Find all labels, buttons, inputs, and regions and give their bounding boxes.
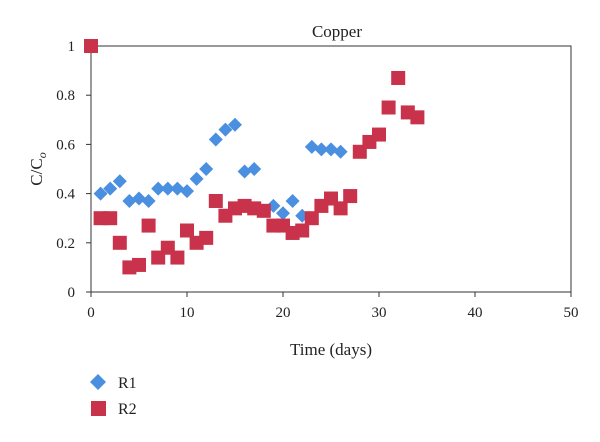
x-tick-label: 10 bbox=[180, 305, 195, 321]
data-point-r1 bbox=[333, 144, 348, 159]
data-point-r1 bbox=[247, 162, 262, 176]
data-point-r2 bbox=[333, 201, 348, 216]
y-axis-title-subscript: o bbox=[35, 152, 49, 158]
x-tick-label: 0 bbox=[87, 305, 95, 321]
plot-area-frame bbox=[90, 45, 572, 293]
data-point-r2 bbox=[372, 127, 386, 142]
legend-marker-r2 bbox=[91, 401, 106, 416]
data-point-r2 bbox=[141, 218, 156, 233]
data-point-r1 bbox=[93, 186, 108, 201]
series-r1 bbox=[93, 117, 348, 223]
data-point-r1 bbox=[103, 181, 118, 196]
y-tick-label: 0.2 bbox=[56, 236, 75, 252]
y-tick-label: 0 bbox=[68, 285, 76, 301]
data-point-r1 bbox=[314, 142, 329, 157]
data-point-r2 bbox=[103, 211, 118, 226]
data-point-r1 bbox=[324, 142, 338, 157]
data-point-r1 bbox=[228, 117, 242, 132]
x-tick-label: 30 bbox=[372, 305, 387, 321]
data-point-r1 bbox=[112, 174, 127, 189]
data-point-r1 bbox=[160, 181, 175, 196]
data-point-r1 bbox=[189, 171, 204, 186]
data-point-r1 bbox=[132, 191, 146, 206]
data-point-r1 bbox=[170, 181, 185, 196]
y-axis-title: C/Co bbox=[27, 152, 49, 185]
data-point-r2 bbox=[112, 235, 127, 250]
data-point-r2 bbox=[295, 223, 310, 238]
x-axis-title: Time (days) bbox=[290, 340, 372, 359]
data-point-r1 bbox=[180, 184, 194, 199]
chart-title: Copper bbox=[312, 22, 362, 41]
y-tick-label: 0.4 bbox=[56, 187, 75, 203]
data-point-r2 bbox=[304, 211, 319, 226]
x-tick-label: 40 bbox=[468, 305, 483, 321]
data-point-r1 bbox=[237, 164, 252, 179]
data-point-r1 bbox=[218, 122, 233, 137]
x-axis: 0 10 20 30 40 50 bbox=[87, 292, 579, 321]
legend-marker-r1 bbox=[90, 374, 106, 390]
data-point-r2 bbox=[381, 100, 396, 115]
x-tick-label: 20 bbox=[276, 305, 291, 321]
legend-label-r1: R1 bbox=[118, 375, 137, 392]
legend: R1 R2 bbox=[90, 374, 137, 418]
data-point-r2 bbox=[180, 223, 194, 238]
data-point-r2 bbox=[132, 257, 146, 272]
series-r2 bbox=[84, 39, 425, 275]
y-axis: 0 0.2 0.4 0.6 0.8 1 bbox=[56, 39, 91, 301]
data-point-r1 bbox=[276, 206, 290, 221]
data-point-r1 bbox=[304, 139, 319, 154]
data-point-r2 bbox=[84, 39, 98, 53]
data-point-r1 bbox=[122, 193, 137, 208]
y-tick-label: 0.6 bbox=[56, 137, 75, 153]
data-point-r2 bbox=[170, 250, 185, 265]
data-point-r2 bbox=[410, 110, 425, 125]
data-point-r2 bbox=[256, 203, 271, 218]
y-tick-label: 1 bbox=[68, 39, 76, 55]
data-point-r1 bbox=[285, 193, 300, 208]
y-tick-label: 0.8 bbox=[56, 88, 75, 104]
y-axis-title-main: C/C bbox=[27, 158, 46, 185]
data-point-r1 bbox=[141, 193, 156, 208]
data-point-r2 bbox=[199, 230, 214, 245]
data-point-r2 bbox=[208, 193, 223, 208]
x-tick-label: 50 bbox=[564, 305, 579, 321]
legend-label-r2: R2 bbox=[118, 401, 137, 418]
data-point-r2 bbox=[391, 70, 406, 85]
data-point-r1 bbox=[151, 181, 166, 196]
data-point-r2 bbox=[343, 189, 358, 204]
series-layer bbox=[84, 39, 425, 275]
data-point-r1 bbox=[208, 132, 223, 147]
data-point-r1 bbox=[199, 162, 214, 176]
